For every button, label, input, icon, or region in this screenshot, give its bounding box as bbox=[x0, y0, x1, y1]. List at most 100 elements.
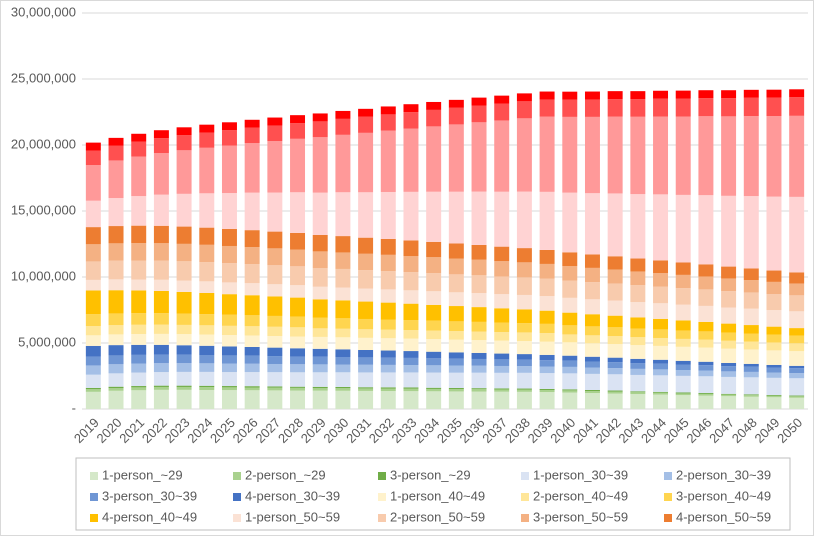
legend-label: 3-person_~29 bbox=[390, 467, 471, 482]
legend-label: 3-person_50~59 bbox=[533, 509, 628, 524]
bar-segment bbox=[244, 143, 260, 193]
bar-segment bbox=[766, 367, 782, 373]
bar-segment bbox=[607, 99, 623, 117]
bar-segment bbox=[539, 366, 555, 374]
bar-segment bbox=[290, 249, 306, 267]
bar-segment bbox=[290, 327, 306, 337]
legend-swatch bbox=[378, 472, 386, 480]
bar-segment bbox=[131, 133, 147, 142]
bar-segment bbox=[494, 365, 510, 373]
bar-segment bbox=[108, 243, 124, 261]
bar-segment bbox=[653, 359, 669, 364]
bar-segment bbox=[607, 344, 623, 358]
bar-segment bbox=[743, 292, 759, 309]
bar-segment bbox=[153, 354, 169, 364]
bar-segment bbox=[85, 279, 101, 291]
bar-segment bbox=[176, 243, 192, 262]
bar-segment bbox=[539, 296, 555, 311]
bar-segment bbox=[675, 395, 691, 409]
bar-segment bbox=[403, 191, 419, 241]
bar-segment bbox=[607, 357, 623, 363]
bar-segment bbox=[789, 378, 805, 396]
bar-segment bbox=[267, 284, 283, 297]
bar-segment bbox=[607, 91, 623, 100]
bar-segment bbox=[653, 260, 669, 274]
bar-segment bbox=[131, 386, 147, 388]
bar-segment bbox=[721, 366, 737, 372]
bar-segment bbox=[244, 247, 260, 265]
bar-segment bbox=[380, 238, 396, 255]
bar-segment bbox=[539, 91, 555, 100]
bar-segment bbox=[471, 293, 487, 308]
bar-segment bbox=[153, 333, 169, 345]
bar-segment bbox=[516, 388, 532, 390]
bar-segment bbox=[448, 358, 464, 366]
legend-swatch bbox=[521, 514, 529, 522]
bar-segment bbox=[743, 366, 759, 372]
bar-segment bbox=[630, 368, 646, 375]
bar-segment bbox=[539, 191, 555, 250]
bar-segment bbox=[358, 318, 374, 330]
bar-segment bbox=[721, 90, 737, 99]
bar-segment bbox=[267, 363, 283, 373]
bar-segment bbox=[358, 388, 374, 391]
bar-segment bbox=[221, 193, 237, 229]
bar-segment bbox=[584, 391, 600, 394]
bar-segment bbox=[471, 391, 487, 409]
bar-segment bbox=[607, 362, 623, 369]
bar-segment bbox=[335, 110, 351, 119]
bar-segment bbox=[630, 271, 646, 286]
bar-segment bbox=[312, 268, 328, 287]
bar-segment bbox=[789, 335, 805, 344]
bar-segment bbox=[562, 280, 578, 298]
bar-segment bbox=[448, 191, 464, 244]
bar-segment bbox=[675, 346, 691, 361]
bar-segment bbox=[721, 266, 737, 279]
bar-segment bbox=[562, 373, 578, 390]
bar-segment bbox=[448, 391, 464, 409]
bar-segment bbox=[403, 357, 419, 366]
bar-segment bbox=[426, 109, 442, 127]
bar-segment bbox=[131, 196, 147, 226]
bar-segment bbox=[312, 192, 328, 235]
bar-segment bbox=[562, 99, 578, 117]
bar-segment bbox=[584, 299, 600, 315]
bar-segment bbox=[766, 350, 782, 365]
bar-segment bbox=[403, 391, 419, 409]
bar-segment bbox=[290, 285, 306, 298]
bar-segment bbox=[108, 388, 124, 391]
bar-segment bbox=[85, 387, 101, 390]
bar-segment bbox=[267, 192, 283, 232]
bar-segment bbox=[539, 333, 555, 342]
bar-segment bbox=[290, 356, 306, 365]
bar-segment bbox=[516, 101, 532, 119]
bar-segment bbox=[358, 132, 374, 193]
bar-segment bbox=[789, 365, 805, 369]
bar-segment bbox=[199, 227, 215, 245]
bar-segment bbox=[653, 318, 669, 330]
legend-label: 1-person_30~39 bbox=[533, 467, 628, 482]
legend-swatch bbox=[233, 493, 241, 501]
bar-segment bbox=[131, 141, 147, 157]
bar-segment bbox=[403, 272, 419, 291]
bar-segment bbox=[448, 352, 464, 359]
bar-segment bbox=[516, 359, 532, 367]
bar-segment bbox=[789, 397, 805, 409]
bar-segment bbox=[335, 372, 351, 387]
bar-segment bbox=[743, 396, 759, 409]
bar-segment bbox=[131, 225, 147, 244]
bar-segment bbox=[244, 315, 260, 327]
bar-segment bbox=[199, 325, 215, 335]
bar-segment bbox=[494, 322, 510, 333]
bar-segment bbox=[448, 339, 464, 353]
bar-segment bbox=[539, 392, 555, 409]
bar-segment bbox=[153, 194, 169, 226]
bar-segment bbox=[153, 138, 169, 154]
bar-segment bbox=[743, 268, 759, 281]
bar-segment bbox=[335, 287, 351, 301]
bar-segment bbox=[698, 321, 714, 332]
bar-segment bbox=[562, 266, 578, 281]
bar-segment bbox=[312, 317, 328, 329]
legend-swatch bbox=[378, 514, 386, 522]
bar-segment bbox=[312, 390, 328, 409]
